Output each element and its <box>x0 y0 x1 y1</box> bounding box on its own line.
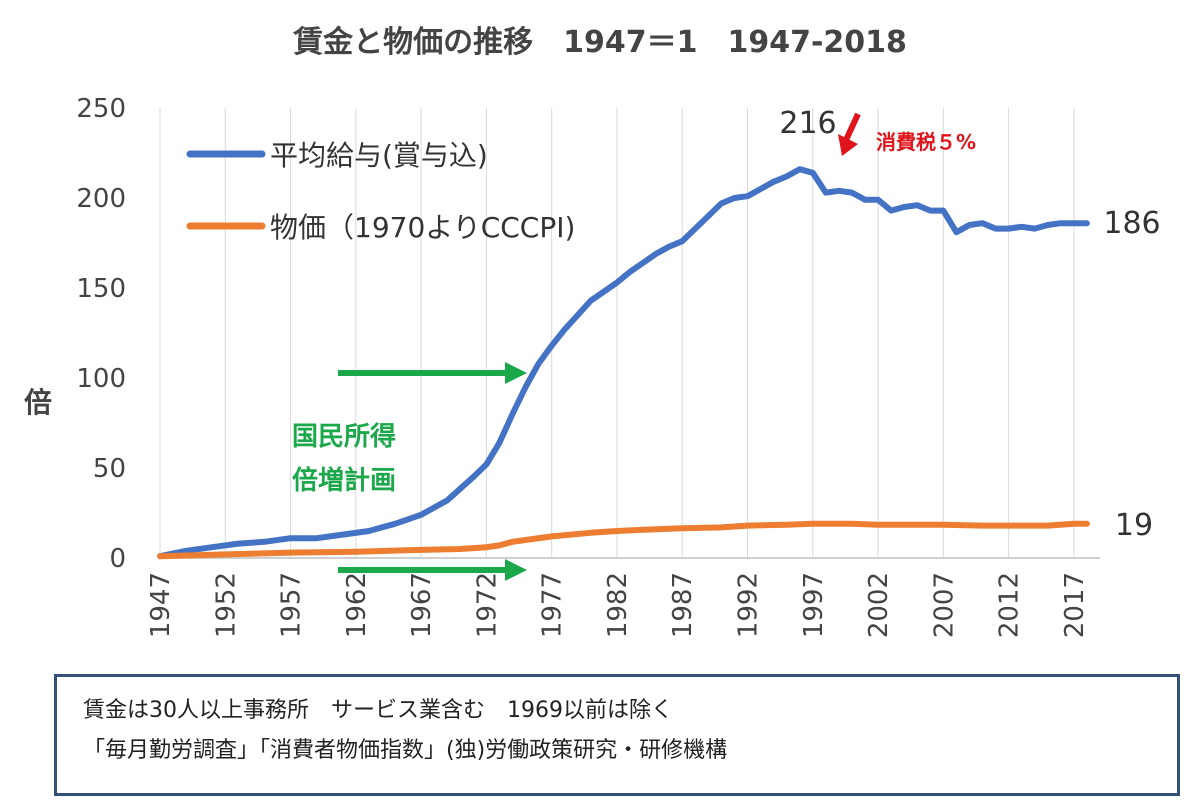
x-tick-label: 1947 <box>146 572 176 638</box>
tax-arrow-icon <box>838 112 861 156</box>
y-tick-label: 100 <box>76 364 126 394</box>
price-end-label: 19 <box>1115 508 1153 543</box>
x-tick-label: 2012 <box>995 572 1025 638</box>
x-tick-label: 2002 <box>864 572 894 638</box>
footnote-line2: 「毎月勤労調査」「消費者物価指数」(独)労働政策研究・研修機構 <box>83 738 728 763</box>
tax-note: 消費税５% <box>876 130 976 154</box>
legend-label-price: 物価（1970よりCCCPI) <box>270 211 575 244</box>
series <box>157 166 1090 560</box>
x-tick-label: 1972 <box>472 572 502 638</box>
grid <box>159 108 1100 559</box>
chart-title: 賃金と物価の推移 1947＝1 1947-2018 <box>292 25 907 60</box>
x-tick-label: 1977 <box>538 572 568 638</box>
x-tick-label: 1982 <box>603 572 633 638</box>
x-tick-label: 1987 <box>668 572 698 638</box>
series-line-1 <box>157 520 1090 560</box>
source-footnote: 賃金は30人以上事務所 サービス業含む 1969以前は除く 「毎月勤労調査」「消… <box>54 674 1180 796</box>
x-tick-label: 1962 <box>342 572 372 638</box>
series-line-0 <box>157 166 1090 560</box>
legend: 平均給与(賞与込) 物価（1970よりCCCPI) <box>186 139 575 244</box>
legend-label-wage: 平均給与(賞与込) <box>270 139 488 172</box>
y-tick-label: 200 <box>76 184 126 214</box>
chart: 賃金と物価の推移 1947＝1 1947-2018 0 50 100 150 200 25… <box>24 25 1161 638</box>
plan-arrow-lower-icon <box>338 559 527 581</box>
plan-note-line2: 倍増計画 <box>292 465 396 496</box>
x-tick-label: 1992 <box>734 572 764 638</box>
x-tick-label: 2017 <box>1060 572 1090 638</box>
plan-arrow-upper-icon <box>338 362 527 384</box>
plan-note-line1: 国民所得 <box>292 422 396 452</box>
footnote-line1: 賃金は30人以上事務所 サービス業含む 1969以前は除く <box>83 698 673 723</box>
x-tick-label: 1967 <box>407 572 437 638</box>
x-tick-label: 2007 <box>929 572 959 638</box>
wage-end-label: 186 <box>1103 206 1160 241</box>
x-tick-label: 1952 <box>211 572 241 638</box>
y-axis: 0 50 100 150 200 250 <box>76 94 126 574</box>
x-tick-label: 1957 <box>277 572 307 638</box>
y-tick-label: 0 <box>109 544 126 574</box>
y-tick-label: 250 <box>76 94 126 124</box>
x-axis: 1947 1952 1957 1962 1967 1972 1977 1982 1987 1992… <box>146 572 1090 638</box>
peak-value-label: 216 <box>779 106 836 141</box>
y-axis-label: 倍 <box>24 386 52 419</box>
y-tick-label: 50 <box>93 454 126 484</box>
y-tick-label: 150 <box>76 274 126 304</box>
x-tick-label: 1997 <box>799 572 829 638</box>
